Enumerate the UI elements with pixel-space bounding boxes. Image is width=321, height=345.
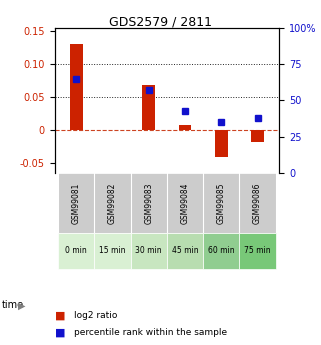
Text: percentile rank within the sample: percentile rank within the sample [74, 328, 227, 337]
Bar [251, 130, 264, 142]
Text: GDS2579 / 2811: GDS2579 / 2811 [109, 16, 212, 29]
FancyBboxPatch shape [203, 173, 239, 233]
Text: 0 min: 0 min [65, 246, 87, 255]
Text: GSM99086: GSM99086 [253, 182, 262, 224]
Text: GSM99083: GSM99083 [144, 182, 153, 224]
Text: ▶: ▶ [18, 300, 25, 310]
FancyBboxPatch shape [167, 233, 203, 269]
Text: GSM99082: GSM99082 [108, 182, 117, 224]
Text: ■: ■ [55, 328, 65, 338]
Bar [215, 130, 228, 157]
Bar [143, 85, 155, 130]
Text: 30 min: 30 min [135, 246, 162, 255]
Text: 60 min: 60 min [208, 246, 235, 255]
Bar [70, 44, 83, 130]
Text: log2 ratio: log2 ratio [74, 310, 117, 319]
Text: 75 min: 75 min [244, 246, 271, 255]
FancyBboxPatch shape [94, 173, 131, 233]
Text: time: time [2, 300, 24, 310]
FancyBboxPatch shape [131, 173, 167, 233]
Text: 15 min: 15 min [99, 246, 126, 255]
Text: GSM99081: GSM99081 [72, 182, 81, 224]
FancyBboxPatch shape [58, 173, 94, 233]
FancyBboxPatch shape [239, 173, 276, 233]
FancyBboxPatch shape [203, 233, 239, 269]
Text: GSM99084: GSM99084 [180, 182, 189, 224]
FancyBboxPatch shape [239, 233, 276, 269]
Text: ■: ■ [55, 310, 65, 321]
FancyBboxPatch shape [94, 233, 131, 269]
Text: GSM99085: GSM99085 [217, 182, 226, 224]
FancyBboxPatch shape [58, 233, 94, 269]
Bar [179, 125, 191, 130]
FancyBboxPatch shape [131, 233, 167, 269]
FancyBboxPatch shape [167, 173, 203, 233]
Text: 45 min: 45 min [172, 246, 198, 255]
